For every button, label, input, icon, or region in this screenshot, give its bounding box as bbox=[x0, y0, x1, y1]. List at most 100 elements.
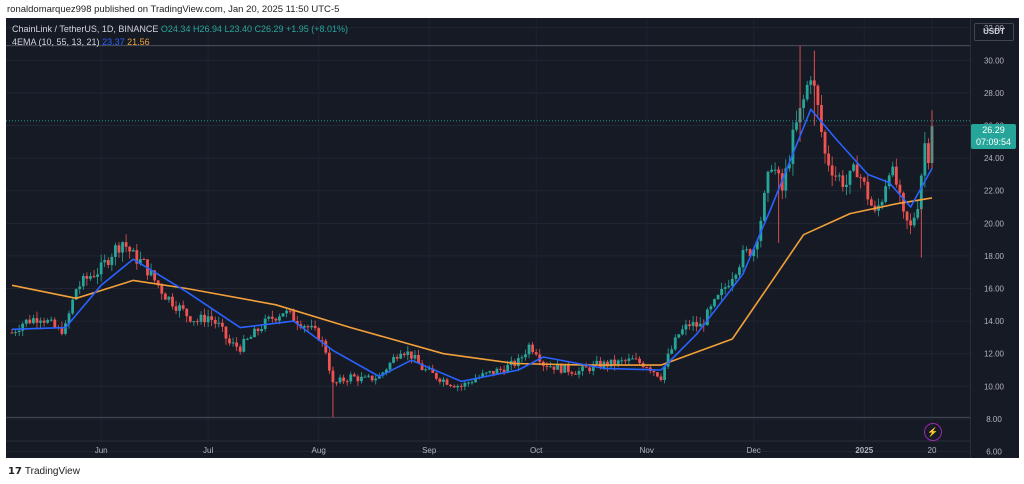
candle-body bbox=[570, 372, 574, 374]
candle-body bbox=[670, 349, 674, 354]
candle-body bbox=[631, 358, 634, 360]
candle-body bbox=[520, 357, 524, 359]
candle-body bbox=[224, 326, 228, 339]
candle-body bbox=[727, 285, 731, 288]
candle-body bbox=[156, 280, 160, 286]
candle-body bbox=[763, 192, 766, 221]
candle-body bbox=[834, 175, 838, 177]
candle-body bbox=[92, 276, 96, 278]
candle-body bbox=[217, 322, 221, 324]
candle-body bbox=[470, 382, 474, 384]
candle-body bbox=[852, 164, 855, 171]
ema-label[interactable]: 4EMA (10, 55, 13, 21) bbox=[12, 37, 100, 47]
candle-body bbox=[816, 85, 820, 106]
ema-fast-value: 23.37 bbox=[102, 37, 125, 47]
ema-slow-line bbox=[11, 197, 933, 366]
candle-body bbox=[256, 328, 260, 332]
chart-pane[interactable] bbox=[6, 18, 970, 458]
currency-button[interactable]: USDT bbox=[974, 23, 1014, 41]
candle-body bbox=[581, 366, 584, 372]
candle-body bbox=[253, 328, 256, 338]
candle-body bbox=[820, 105, 823, 132]
price-scale[interactable] bbox=[970, 18, 1019, 458]
candle-body bbox=[869, 199, 873, 206]
candle-body bbox=[14, 332, 17, 334]
candle-body bbox=[802, 99, 806, 109]
candle-body bbox=[709, 306, 713, 310]
candle-body bbox=[39, 320, 42, 323]
candle-body bbox=[199, 314, 203, 322]
candle-body bbox=[652, 370, 656, 373]
y-tick-label: 30.00 bbox=[984, 56, 1005, 65]
candle-body bbox=[855, 164, 859, 178]
footer-brand[interactable]: 17 TradingView bbox=[8, 466, 80, 477]
candle-body bbox=[270, 316, 274, 319]
y-tick-label: 8.00 bbox=[986, 415, 1002, 424]
candle-body bbox=[356, 376, 360, 382]
candle-body bbox=[830, 165, 834, 176]
candle-body bbox=[81, 275, 85, 287]
candle-body bbox=[556, 364, 559, 370]
candle-body bbox=[131, 250, 135, 252]
candle-body bbox=[153, 270, 157, 281]
candle-body bbox=[713, 299, 716, 307]
candle-body bbox=[894, 166, 898, 185]
candle-body bbox=[385, 369, 388, 373]
candle-body bbox=[303, 326, 306, 328]
candle-body bbox=[588, 367, 592, 372]
candle-body bbox=[741, 250, 745, 268]
candle-body bbox=[784, 168, 788, 191]
candle-body bbox=[306, 326, 310, 328]
candle-body bbox=[78, 286, 82, 290]
candle-body bbox=[574, 373, 577, 375]
lightning-icon[interactable]: ⚡ bbox=[924, 423, 942, 441]
x-tick-label: 20 bbox=[928, 446, 937, 455]
candle-body bbox=[399, 353, 403, 359]
candle-body bbox=[656, 372, 659, 377]
candle-body bbox=[74, 289, 78, 300]
candle-body bbox=[638, 358, 641, 363]
candle-body bbox=[527, 344, 531, 355]
candle-body bbox=[110, 256, 114, 266]
candle-body bbox=[691, 322, 695, 327]
candle-body bbox=[67, 313, 71, 324]
candle-body bbox=[723, 287, 727, 289]
y-tick-label: 28.00 bbox=[984, 89, 1005, 98]
candle-body bbox=[684, 324, 688, 330]
candle-body bbox=[463, 382, 467, 387]
symbol-name[interactable]: ChainLink / TetherUS, 1D, BINANCE bbox=[12, 24, 159, 34]
candle-body bbox=[531, 344, 535, 353]
candle-body bbox=[178, 305, 181, 311]
candle-body bbox=[584, 366, 588, 368]
candle-body bbox=[506, 364, 510, 373]
candle-body bbox=[488, 370, 492, 373]
candle-body bbox=[260, 328, 264, 332]
candle-body bbox=[345, 381, 349, 383]
candle-body bbox=[64, 323, 67, 334]
y-tick-label: 32.00 bbox=[984, 24, 1005, 33]
candle-body bbox=[320, 340, 324, 342]
candle-body bbox=[349, 374, 353, 382]
candle-body bbox=[53, 319, 57, 328]
candle-body bbox=[149, 270, 153, 276]
candle-body bbox=[606, 361, 609, 367]
candle-body bbox=[352, 374, 356, 377]
candle-body bbox=[481, 373, 485, 377]
candle-body bbox=[552, 366, 556, 370]
candle-body bbox=[862, 177, 866, 182]
candle-body bbox=[449, 384, 453, 386]
candle-body bbox=[21, 323, 25, 331]
candle-body bbox=[502, 369, 506, 373]
candle-body bbox=[431, 368, 435, 373]
candle-body bbox=[884, 186, 888, 202]
y-tick-label: 10.00 bbox=[984, 382, 1005, 391]
candle-body bbox=[613, 359, 617, 366]
candle-body bbox=[124, 242, 128, 247]
candle-body bbox=[859, 177, 863, 179]
candle-body bbox=[142, 259, 146, 261]
candle-body bbox=[235, 342, 239, 347]
publish-line: ronaldomarquez998 published on TradingVi… bbox=[7, 4, 340, 15]
candle-body bbox=[698, 323, 702, 327]
candle-body bbox=[866, 181, 870, 200]
